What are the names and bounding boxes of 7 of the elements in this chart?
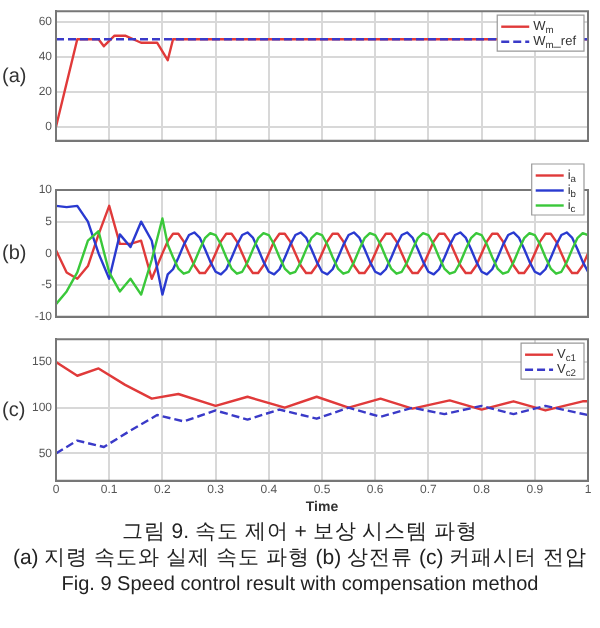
text: (c) bbox=[2, 399, 26, 422]
text: (a) 지령 속도와 실제 속도 파형 (b) 상전류 (c) 커패시터 전압 bbox=[10, 546, 590, 572]
text: (b) bbox=[2, 242, 27, 265]
caption: 그림 9. 속도 제어 + 보상 시스템 파형 bbox=[119, 520, 481, 546]
caption: Fig. 9 Speed control result with compensation method bbox=[59, 572, 541, 598]
text: (a) bbox=[2, 65, 27, 88]
line-series bbox=[56, 404, 588, 455]
